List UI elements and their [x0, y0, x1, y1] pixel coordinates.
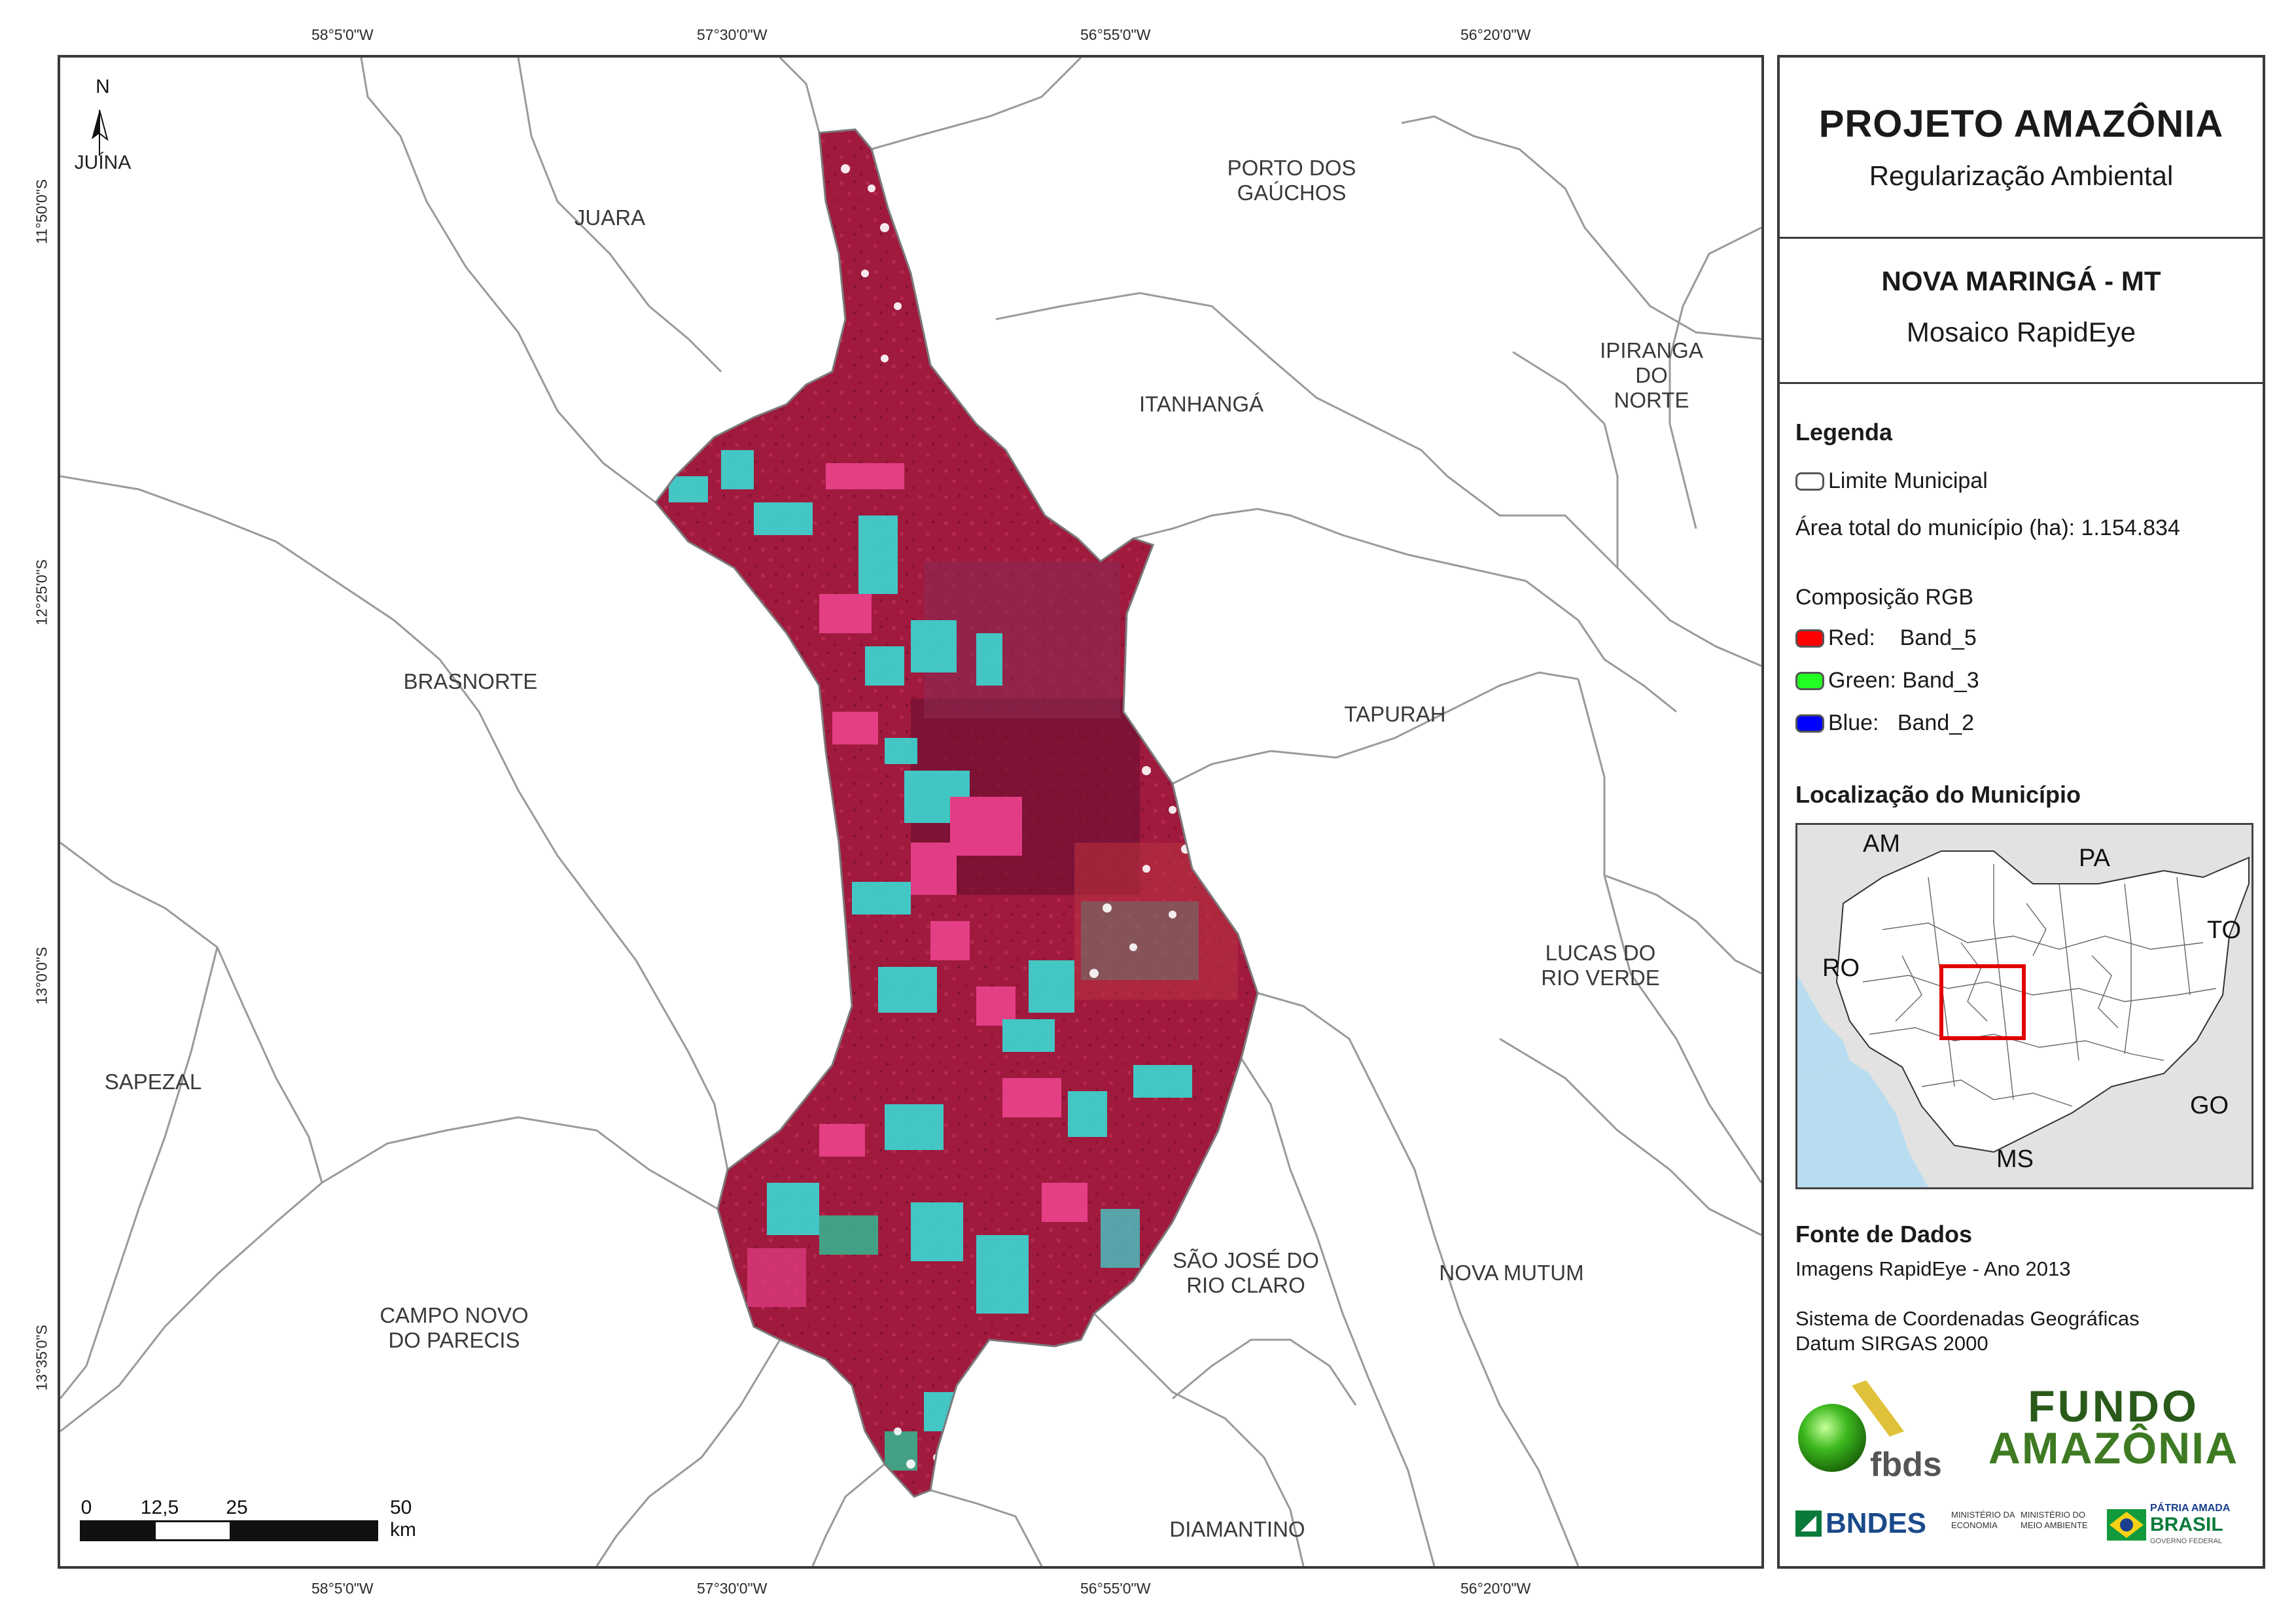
municipality-title: NOVA MARINGÁ - MT	[1881, 266, 2161, 296]
north-letter: N	[96, 76, 110, 97]
bndes-text: BNDES	[1826, 1507, 1927, 1539]
municipality-header: NOVA MARINGÁ - MT Mosaico RapidEye	[1780, 238, 2263, 383]
coord-top-4: 56°20'0"W	[1460, 26, 1531, 43]
government-logos-row: BNDES MINISTÉRIO DA ECONOMIA MINISTÉRIO …	[1780, 1498, 2263, 1550]
label-lucas-do-rio-verde: LUCAS DO RIO VERDE	[1541, 941, 1660, 990]
inset-label-to: TO	[2207, 916, 2242, 944]
scale-label-50: 50 km	[390, 1497, 416, 1541]
inset-label-go: GO	[2190, 1092, 2229, 1119]
scale-bar-segments	[80, 1520, 378, 1541]
north-city-label: JUÍNA	[74, 152, 132, 173]
inset-svg	[1797, 825, 2252, 1187]
coord-top-2: 57°30'0"W	[697, 26, 768, 43]
blue-swatch	[1795, 714, 1824, 733]
fundo-text: FUNDO	[2028, 1382, 2199, 1431]
project-subtitle: Regularização Ambiental	[1869, 160, 2174, 191]
inset-highlight	[1939, 964, 2026, 1040]
project-title: PROJETO AMAZÔNIA	[1818, 103, 2224, 145]
map-frame[interactable]: N JUÍNA JUARA PORTO DOS GAÚCHOS IPIRANGA…	[58, 55, 1764, 1569]
legend-item-limite: Limite Municipal	[1795, 468, 1988, 494]
green-swatch	[1795, 671, 1824, 690]
coord-left-4: 13°35'0"S	[33, 1324, 50, 1391]
coord-bottom-3: 56°55'0"W	[1080, 1580, 1151, 1597]
sources-line-2: Sistema de Coordenadas Geográficas	[1795, 1307, 2140, 1330]
info-panel: PROJETO AMAZÔNIA Regularização Ambiental…	[1777, 55, 2265, 1569]
patria-text: PÁTRIA AMADA	[2150, 1503, 2231, 1514]
label-ipiranga-do-norte: IPIRANGA DO NORTE	[1600, 338, 1703, 412]
min-meio-ambiente-text: MINISTÉRIO DO MEIO AMBIENTE	[2021, 1510, 2088, 1530]
label-tapurah: TAPURAH	[1344, 702, 1446, 726]
gov-text: GOVERNO FEDERAL	[2150, 1537, 2223, 1545]
inset-label-ro: RO	[1822, 954, 1860, 982]
municipal-boundaries	[60, 58, 1761, 1566]
north-arrow: N JUÍNA	[73, 76, 132, 174]
legend-heading: Legenda	[1795, 419, 1893, 445]
scale-label-0: 0	[80, 1497, 92, 1518]
coord-bottom-4: 56°20'0"W	[1460, 1580, 1531, 1597]
brasil-gov-logo: PÁTRIA AMADA BRASIL GOVERNO FEDERAL	[2107, 1502, 2230, 1548]
inset-label-ms: MS	[1996, 1145, 2034, 1173]
label-diamantino: DIAMANTINO	[1169, 1517, 1305, 1541]
legend-green-label: Green: Band_3	[1828, 668, 1979, 693]
legend-red-label: Red: Band_5	[1828, 625, 1977, 650]
label-itanhanga: ITANHANGÁ	[1139, 392, 1264, 416]
partner-logos-row: fbds FUNDO AMAZÔNIA	[1780, 1379, 2263, 1477]
legend-item-blue: Blue: Band_2	[1795, 710, 1974, 736]
rapideye-mosaic	[656, 130, 1258, 1497]
scale-label-12-5: 12,5	[140, 1497, 179, 1518]
location-heading: Localização do Município	[1795, 781, 2081, 808]
inset-label-pa: PA	[2079, 845, 2110, 872]
min-economia-text: MINISTÉRIO DA ECONOMIA	[1951, 1510, 2015, 1530]
coord-left-3: 13°0'0"S	[33, 947, 50, 1005]
location-inset-map: AM PA TO RO GO MS	[1795, 823, 2253, 1189]
label-juara: JUARA	[574, 205, 646, 230]
fundo-amazonia-logo: FUNDO AMAZÔNIA	[1976, 1382, 2251, 1473]
label-brasnorte: BRASNORTE	[403, 669, 538, 693]
inset-label-am: AM	[1863, 830, 1900, 858]
rgb-heading: Composição RGB	[1795, 585, 1974, 610]
label-sao-jose-do-rio-claro: SÃO JOSÉ DO RIO CLARO	[1173, 1248, 1319, 1297]
legend-blue-label: Blue: Band_2	[1828, 710, 1975, 735]
label-porto-dos-gauchos: PORTO DOS GAÚCHOS	[1227, 156, 1356, 205]
scale-bar: 0 12,5 25 50 km	[80, 1497, 433, 1541]
legend-item-red: Red: Band_5	[1795, 625, 1977, 651]
sources-line-1: Imagens RapidEye - Ano 2013	[1795, 1257, 2071, 1280]
fbds-text: fbds	[1870, 1446, 1942, 1477]
amazonia-text: AMAZÔNIA	[1988, 1423, 2239, 1473]
coord-left-1: 11°50'0"S	[33, 179, 50, 245]
coord-left-2: 12°25'0"S	[33, 559, 50, 626]
area-total: Área total do município (ha): 1.154.834	[1795, 515, 2180, 540]
coord-bottom-2: 57°30'0"W	[697, 1580, 768, 1597]
label-sapezal: SAPEZAL	[104, 1070, 202, 1094]
municipality-subtitle: Mosaico RapidEye	[1906, 317, 2136, 347]
legend-limite-label: Limite Municipal	[1828, 468, 1988, 493]
brazil-flag-icon	[2107, 1509, 2146, 1541]
sources-line-3: Datum SIRGAS 2000	[1795, 1332, 1988, 1355]
coord-top-3: 56°55'0"W	[1080, 26, 1151, 43]
brasil-text: BRASIL	[2150, 1514, 2223, 1535]
red-swatch	[1795, 629, 1824, 648]
sources-heading: Fonte de Dados	[1795, 1221, 1973, 1248]
label-campo-novo-do-parecis: CAMPO NOVO DO PARECIS	[380, 1303, 529, 1352]
legend-item-green: Green: Band_3	[1795, 668, 1979, 693]
bndes-logo: BNDES	[1795, 1507, 1926, 1540]
project-header: PROJETO AMAZÔNIA Regularização Ambiental	[1780, 58, 2263, 238]
map-canvas[interactable]	[60, 58, 1761, 1566]
fbds-logo-icon: fbds	[1798, 1380, 1942, 1477]
scale-label-25: 25	[226, 1497, 248, 1518]
coord-top-1: 58°5'0"W	[311, 26, 374, 43]
label-nova-mutum: NOVA MUTUM	[1439, 1261, 1584, 1285]
limite-swatch	[1795, 472, 1824, 491]
north-arrow-icon	[92, 109, 109, 156]
coord-bottom-1: 58°5'0"W	[311, 1580, 374, 1597]
bndes-icon	[1795, 1510, 1822, 1537]
